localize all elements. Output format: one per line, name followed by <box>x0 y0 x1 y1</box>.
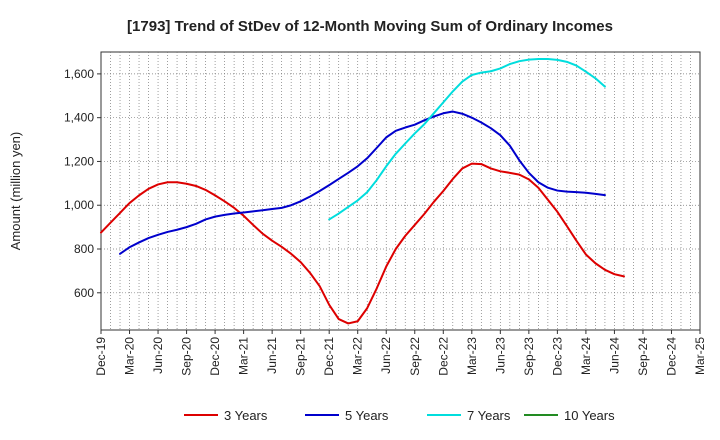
series-line-7-years <box>328 58 606 221</box>
x-tick-label: Jun-23 <box>493 337 507 374</box>
series-lines <box>100 58 625 325</box>
x-tick-label: Mar-25 <box>693 337 707 375</box>
x-tick-label: Sep-20 <box>180 337 194 376</box>
x-tick-label: Jun-21 <box>265 337 279 374</box>
y-tick-label: 800 <box>74 242 94 256</box>
x-tick-label: Mar-24 <box>579 337 593 375</box>
y-tick-label: 1,600 <box>64 67 94 81</box>
x-tick-label: Sep-21 <box>294 337 308 376</box>
legend-label: 7 Years <box>467 408 511 423</box>
y-tick-label: 1,200 <box>64 154 94 168</box>
series-line-5-years <box>119 110 606 255</box>
x-tick-label: Dec-24 <box>664 337 678 376</box>
legend-label: 10 Years <box>564 408 615 423</box>
y-tick-label: 1,400 <box>64 111 94 125</box>
x-tick-label: Dec-22 <box>436 337 450 376</box>
chart-title: [1793] Trend of StDev of 12-Month Moving… <box>127 18 613 35</box>
x-tick-label: Dec-23 <box>550 337 564 376</box>
x-tick-label: Jun-20 <box>151 337 165 374</box>
x-tick-label: Dec-19 <box>94 337 108 376</box>
y-tick-label: 1,000 <box>64 198 94 212</box>
x-tick-label: Sep-24 <box>636 337 650 376</box>
x-tick-label: Jun-24 <box>607 337 621 374</box>
x-tick-label: Sep-23 <box>522 337 536 376</box>
x-tick-label: Dec-21 <box>322 337 336 376</box>
series-line-3-years <box>100 162 625 325</box>
x-tick-label: Mar-20 <box>123 337 137 375</box>
x-tick-label: Jun-22 <box>379 337 393 374</box>
x-tick-label: Mar-21 <box>237 337 251 375</box>
legend-label: 3 Years <box>224 408 268 423</box>
x-axis: Dec-19 Mar-20 Jun-20 Sep-20 Dec-20 Mar-21 Jun-… <box>94 330 707 376</box>
x-tick-label: Dec-20 <box>208 337 222 376</box>
x-tick-label: Sep-22 <box>408 337 422 376</box>
legend: 3 Years 5 Years 7 Years 10 Years <box>184 408 615 423</box>
y-tick-label: 600 <box>74 286 94 300</box>
x-tick-label: Mar-23 <box>465 337 479 375</box>
grid-lines <box>101 52 700 330</box>
y-axis-label: Amount (million yen) <box>8 132 23 251</box>
y-axis: 600 800 1,000 1,200 1,400 1,600 <box>64 67 101 300</box>
x-tick-label: Mar-22 <box>351 337 365 375</box>
legend-label: 5 Years <box>345 408 389 423</box>
plot-area <box>100 51 701 331</box>
